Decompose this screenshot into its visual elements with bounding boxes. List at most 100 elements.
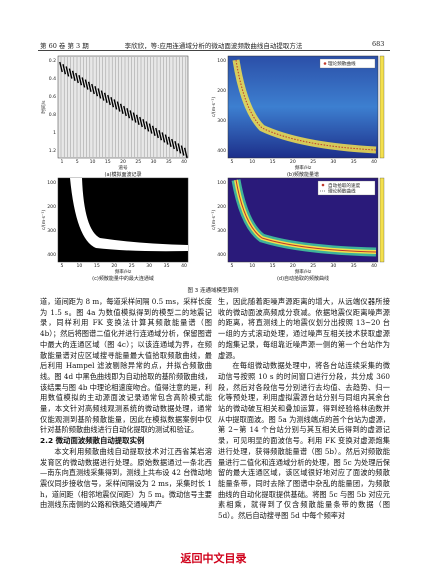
wave (151, 125, 156, 136)
x-tick-label: 25 (310, 263, 316, 269)
x-tick-label: 10 (249, 159, 255, 165)
page-number: 683 (372, 40, 385, 48)
y-axis-label: c/(m·s⁻¹) (211, 97, 217, 117)
back-to-contents-link[interactable]: 返回中文目录 (180, 552, 247, 565)
x-tick-label: 15 (270, 159, 276, 165)
x-tick-label: 5 (61, 263, 64, 269)
y-tick-label: 400 (217, 252, 226, 258)
y-tick-label: 400 (217, 148, 226, 154)
wave (183, 147, 188, 158)
y-tick-label: 100 (47, 180, 56, 186)
wave (135, 114, 140, 125)
panel-caption: (a)模拟面波记录 (105, 171, 142, 178)
wave (177, 143, 182, 154)
x-tick-label: 35 (351, 263, 357, 269)
x-tick-label: 40 (181, 263, 187, 269)
wave (174, 141, 179, 152)
y-tick-label: 100 (217, 180, 226, 186)
figure-caption: 图 3 连通域模型算例 (188, 286, 239, 294)
panel-caption: (c)频散能量中的最大连通域 (92, 275, 154, 282)
wave (87, 81, 92, 92)
wave (68, 68, 73, 79)
wave (91, 83, 95, 95)
y-tick-label: 0.6 (49, 94, 56, 100)
wave (110, 97, 115, 108)
running-title: 李欣欣，等:应用连通域分析的微动面波频散曲线自动提取方法 (124, 42, 303, 50)
x-tick-label: 30 (146, 263, 152, 269)
figure: 图 3 连通域模型算例 1 5 10 15 20 25 30 35 400.20.40.60.8… (40, 55, 385, 294)
y-tick-label: 300 (217, 228, 226, 234)
panel-a-plot (57, 55, 189, 159)
wave (113, 99, 118, 110)
wave (107, 94, 111, 106)
y-tick-label: 200 (217, 88, 226, 94)
wave (84, 79, 89, 90)
wave (132, 112, 137, 123)
x-tick-label: 5 (231, 159, 234, 165)
x-tick-label: 1 (61, 159, 64, 165)
wave (62, 64, 67, 75)
x-tick-label: 30 (151, 159, 157, 165)
wave (171, 138, 175, 150)
y-tick-label: 400 (47, 252, 56, 258)
x-tick-label: 35 (351, 159, 357, 165)
wave (139, 116, 143, 128)
y-axis-label: c/(m·s⁻¹) (211, 210, 217, 230)
wave (81, 77, 86, 88)
x-tick-label: 40 (371, 263, 377, 269)
y-tick-label: 200 (47, 204, 56, 210)
x-tick-label: 10 (76, 263, 82, 269)
panel-d-plot (227, 177, 385, 263)
y-tick-label: 0.8 (49, 112, 56, 118)
wave (75, 72, 79, 84)
wave (103, 92, 108, 103)
wave (161, 132, 166, 143)
x-axis-label: 频率/Hz (115, 268, 132, 275)
y-axis-label: 时间/s (40, 100, 47, 114)
paragraph: 本文利用频散曲线自动提取技术对江西省某岩溶发育区的微动数据进行处理。原始数据通过… (40, 446, 212, 510)
x-axis-label: 频率/Hz (295, 268, 312, 275)
panel-b-plot (227, 55, 385, 159)
wave (142, 119, 147, 130)
wave (100, 90, 105, 101)
legend-label: 理论频散曲线 (328, 188, 356, 195)
wave (126, 108, 131, 119)
y-tick-label: 300 (47, 228, 56, 234)
wave (78, 75, 83, 86)
y-tick-label: 200 (217, 204, 226, 210)
x-tick-label: 35 (164, 263, 170, 269)
wave (119, 103, 124, 114)
x-tick-label: 15 (105, 159, 111, 165)
wave (180, 145, 185, 156)
x-tick-label: 30 (330, 263, 336, 269)
x-axis-label: 频率/Hz (295, 164, 312, 171)
legend-label: 自动拾取的速度 (328, 182, 361, 189)
wave (71, 70, 76, 81)
wave (59, 61, 63, 73)
header-rule (38, 50, 390, 51)
volume: 第 60 卷 第 3 期 (40, 42, 89, 50)
x-tick-label: 15 (94, 263, 100, 269)
wave (148, 123, 153, 134)
wave (94, 86, 99, 97)
x-tick-label: 40 (181, 159, 187, 165)
x-tick-label: 25 (135, 159, 141, 165)
y-axis-label: c/(m·s⁻¹) (41, 210, 47, 230)
x-tick-label: 30 (330, 159, 336, 165)
wave (129, 110, 134, 121)
wave (167, 136, 172, 147)
x-tick-label: 5 (231, 263, 234, 269)
x-tick-label: 10 (90, 159, 96, 165)
y-tick-label: 1.2 (49, 148, 56, 154)
x-tick-label: 20 (111, 263, 117, 269)
wave (97, 88, 102, 99)
right-column: 生，因此随着距噪声源距离的增大，从远端仪器所接收的微动面波高频成分衰减。依据地震… (218, 297, 390, 522)
left-column: 道，道间距为 8 m，每道采样间隔 0.5 ms，采样长度为 1.5 s。图 4… (40, 297, 212, 511)
x-tick-label: 25 (129, 263, 135, 269)
legend-label: 理论频散曲线 (328, 60, 356, 67)
wave (158, 130, 163, 141)
y-tick-label: 300 (217, 118, 226, 124)
y-tick-label: 1 (53, 130, 56, 136)
y-tick-label: 100 (217, 58, 226, 64)
